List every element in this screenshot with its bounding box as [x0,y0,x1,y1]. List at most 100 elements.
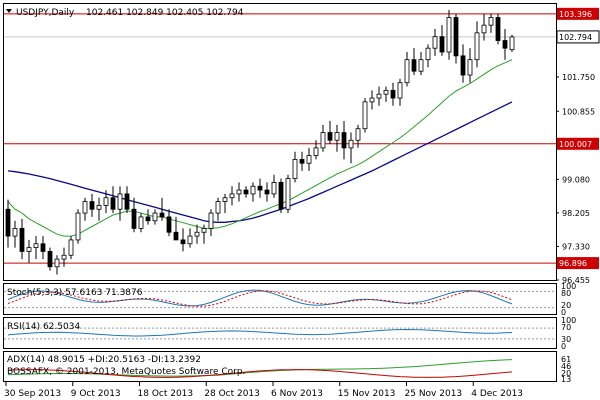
adx-line [7,359,513,377]
adx-scale-46: 46 [561,362,571,371]
candle-body [432,36,438,49]
candle-body [453,17,459,57]
candle-body [12,228,18,237]
stoch-scale-100: 100 [561,282,576,291]
candle-body [68,239,74,256]
candle-body [278,182,284,210]
candle-body [250,185,256,195]
candle-body [180,239,186,245]
adx-scale-13: 13 [561,375,571,384]
main-chart-frame[interactable] [3,3,557,281]
candle-body [236,189,242,195]
candle-body [96,205,102,210]
candle-body [138,216,144,229]
candle-body [285,178,291,210]
rsi-scale-70: 70 [561,323,571,332]
candle-body [257,185,263,191]
candles [5,9,515,275]
current-price-text: 102.794 [559,33,592,42]
candle-body [19,228,25,252]
moving-averages [7,59,513,237]
candle-body [341,132,347,149]
candle-body [201,228,207,233]
candle-body [320,132,326,149]
candle-body [334,132,340,141]
adx-scale-20: 20 [561,369,571,378]
candle-body [40,243,46,252]
candle-body [376,93,382,99]
candle-body [509,36,515,51]
sr-price-text-2: 96.896 [559,259,587,268]
candle-body [26,247,32,252]
time-axis-label: 9 Oct 2013 [71,389,121,399]
time-axis[interactable]: 30 Sep 2013 9 Oct 2013 18 Oct 2013 28 Oct 2… [4,382,523,399]
candle-body [187,235,193,245]
candle-body [355,128,361,141]
stoch-panel-frame[interactable] [3,283,557,315]
current-price-tag [556,30,600,44]
candle-body [89,201,95,210]
candle-body [75,212,81,241]
candle-body [166,216,172,233]
rsi-scale-30: 30 [561,335,571,344]
price-axis-label: 98.205 [562,209,590,218]
symbol-timeframe-label: USDJPY,Daily [16,8,75,18]
stoch-scale-0: 0 [561,308,566,317]
candle-body [327,132,333,141]
candle-body [117,193,123,210]
candle-body [61,254,67,260]
ohlc-values: 102.461 102.849 102.405 102.794 [86,8,244,18]
time-axis-label: 30 Sep 2013 [4,389,61,399]
time-axis-label: 25 Nov 2013 [405,389,463,399]
time-axis-label: 4 Dec 2013 [471,389,523,399]
candle-body [362,101,368,130]
candle-body [439,36,445,53]
candle-body [159,212,165,218]
candle-body [243,189,249,195]
fast-moving-average-line [7,59,513,237]
candle-body [194,231,200,237]
indicator-lines [4,289,556,378]
candle-body [502,40,508,49]
sr-price-tag-0 [557,7,599,20]
candle-body [103,197,109,206]
minus-di-line [7,369,513,378]
candle-body [348,139,354,149]
candle-body [110,197,116,210]
candle-body [173,231,179,241]
candle-body [131,208,137,229]
symbol-dropdown-icon[interactable] [6,9,12,13]
rsi-scale-100: 100 [561,316,576,325]
sr-price-text-1: 100.007 [559,140,592,149]
candle-body [425,47,431,61]
candle-body [208,212,214,229]
price-axis-label: 100.855 [562,107,595,116]
candle-body [446,17,452,53]
candle-body [222,197,228,202]
time-axis-label: 6 Nov 2013 [271,389,323,399]
adx-label: ADX(14) 48.9015 +DI:20.5163 -DI:13.2392 [7,355,201,365]
candle-body [33,243,39,248]
candle-body [460,55,466,76]
candle-body [54,258,60,268]
price-axis-label: 96.455 [562,276,590,285]
candle-body [271,182,277,195]
candle-body [145,216,151,222]
rsi-scale-0: 0 [561,342,566,351]
candle-body [292,158,298,179]
candle-body [369,97,375,103]
candle-body [299,158,305,164]
price-axis-label: 101.750 [562,73,595,82]
candle-body [5,208,11,237]
candle-body [390,89,396,99]
price-axis-label: 99.080 [562,175,590,184]
price-axis[interactable]: 101.750 100.855 99.080 98.205 97.330 96.455 [556,73,595,285]
stoch-scale-80: 80 [561,289,571,298]
candle-body [467,59,473,76]
candle-body [82,201,88,214]
adx-scale-61: 61 [561,355,571,364]
candle-body [411,59,417,72]
candle-body [47,251,53,268]
